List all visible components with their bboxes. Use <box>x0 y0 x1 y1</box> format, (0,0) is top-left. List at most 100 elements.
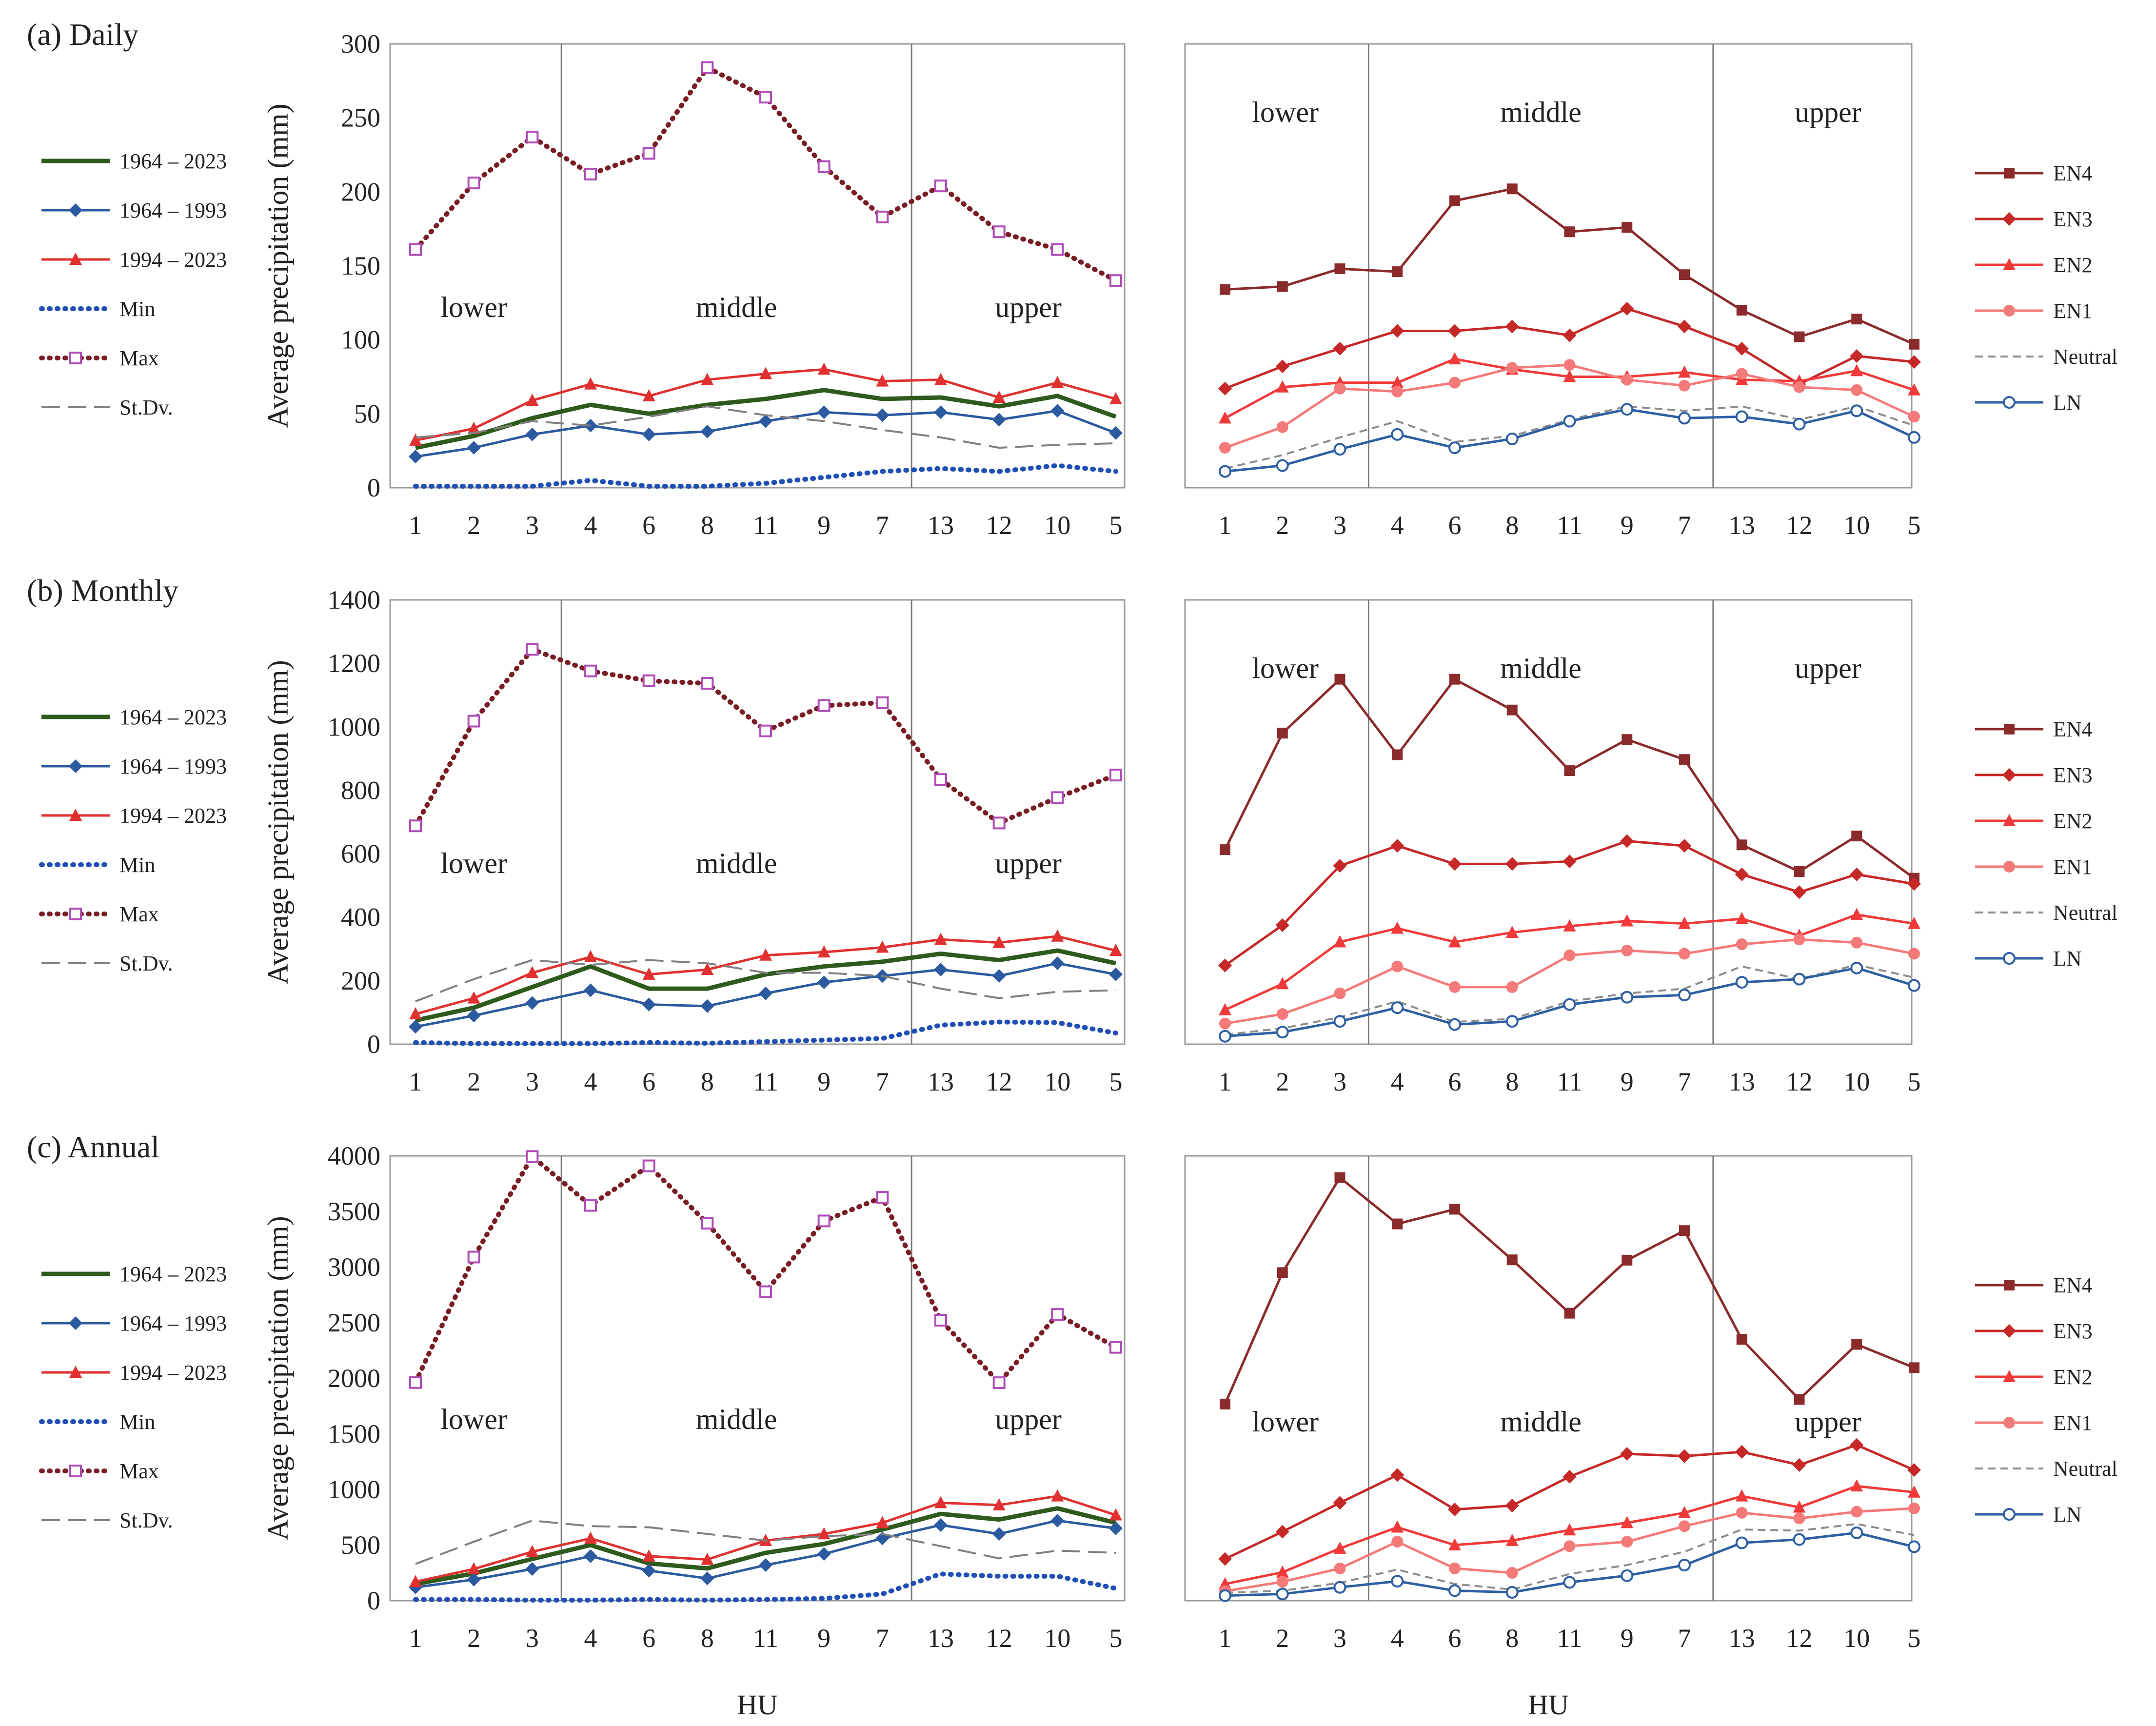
legend-label-early: 1964 – 1993 <box>119 754 227 778</box>
data-point-EN3 <box>1792 1458 1806 1472</box>
data-point-EN2 <box>1333 1541 1346 1554</box>
x-tick-label: 5 <box>1908 511 1921 540</box>
data-point-max <box>759 91 772 104</box>
data-point-EN4 <box>1794 331 1805 342</box>
data-point-EN2 <box>1908 1485 1920 1498</box>
zone-label-lower: lower <box>1252 96 1319 128</box>
legend-label-late: 1994 – 2023 <box>119 804 227 828</box>
data-point-late <box>1109 1508 1122 1521</box>
legend-right-c: EN4 EN3 EN2 EN1 Neutral LN <box>1975 1273 2117 1527</box>
data-point-LN <box>1908 1540 1920 1553</box>
data-point-EN3 <box>1907 877 1921 891</box>
legend-label-EN2: EN2 <box>2053 1365 2093 1389</box>
data-point-EN1 <box>1793 1512 1805 1525</box>
data-point-EN3 <box>1333 859 1347 873</box>
legend-marker-early <box>69 203 82 217</box>
data-point-EN1 <box>1679 379 1690 392</box>
legend-label-min: Min <box>119 297 155 321</box>
series-line-max <box>413 647 1118 829</box>
zone-label-middle: middle <box>1500 652 1582 684</box>
y-tick-label: 0 <box>367 1030 380 1059</box>
data-point-EN1 <box>1391 385 1404 397</box>
data-point-early <box>467 1009 481 1023</box>
data-point-EN3 <box>1735 341 1749 356</box>
y-tick-label: 3500 <box>328 1197 380 1226</box>
y-tick-label: 0 <box>367 473 380 502</box>
legend-label-LN: LN <box>2053 391 2082 415</box>
data-point-EN1 <box>1908 411 1920 423</box>
data-point-max <box>1109 769 1122 782</box>
data-point-late <box>1109 392 1122 404</box>
x-tick-label: 12 <box>1786 1624 1813 1653</box>
x-tick-label: 2 <box>467 1067 480 1096</box>
x-tick-label: 7 <box>1678 1067 1691 1096</box>
legend-marker-EN4 <box>2004 168 2015 179</box>
data-point-EN1 <box>1334 382 1346 395</box>
legend-label-sd: St.Dv. <box>119 396 173 419</box>
data-point-EN4 <box>1449 1204 1460 1215</box>
y-axis-titles: Average precipitation (mm) Average preci… <box>262 103 294 1540</box>
data-point-EN2 <box>1735 912 1748 924</box>
data-point-EN4 <box>1220 284 1230 295</box>
data-point-EN2 <box>1563 1523 1576 1536</box>
zone-label-lower: lower <box>1252 1406 1319 1438</box>
data-point-EN2 <box>1735 1489 1748 1502</box>
y-tick-label: 200 <box>341 966 380 995</box>
x-tick-label: 12 <box>1786 511 1813 540</box>
data-point-late <box>992 935 1006 948</box>
y-tick-label: 400 <box>341 903 380 932</box>
plot-frame-b-left <box>389 599 1126 1045</box>
data-point-max <box>817 160 831 173</box>
legend-marker-EN2 <box>2003 258 2016 270</box>
data-point-LN <box>1678 1559 1691 1572</box>
data-point-EN2 <box>1219 411 1231 424</box>
data-point-max <box>701 1216 714 1230</box>
data-point-late <box>409 1007 422 1020</box>
data-point-EN1 <box>1391 1536 1404 1548</box>
y-tick-label: 1400 <box>328 585 380 615</box>
data-point-EN2 <box>1850 908 1863 920</box>
data-point-late <box>876 374 889 387</box>
data-point-early <box>992 969 1006 983</box>
data-point-LN <box>1621 1569 1634 1582</box>
data-point-EN4 <box>1679 269 1690 280</box>
x-tick-label: 8 <box>1505 511 1519 540</box>
data-point-EN2 <box>1276 1565 1289 1578</box>
zone-label-lower: lower <box>440 291 507 323</box>
data-point-EN2 <box>1276 977 1289 990</box>
legend-marker-max <box>69 908 82 920</box>
x-tick-label: 9 <box>1621 511 1634 540</box>
x-axis-titles: HU HU <box>737 1689 1569 1721</box>
y-tick-label: 200 <box>341 177 380 206</box>
data-point-late <box>467 991 480 1004</box>
data-point-max <box>642 674 655 687</box>
series-line-min <box>413 1571 1118 1603</box>
data-point-LN <box>1333 443 1346 456</box>
data-point-late <box>409 433 422 446</box>
data-point-EN1 <box>1334 987 1346 999</box>
legend-marker-max <box>69 352 82 364</box>
data-point-EN4 <box>1392 749 1403 760</box>
data-point-EN1 <box>1334 1562 1346 1574</box>
data-point-EN2 <box>1678 916 1691 929</box>
y-tick-label: 150 <box>341 251 380 280</box>
data-point-early <box>584 418 597 433</box>
y-axis-title-a: Average precipitation (mm) <box>262 103 294 428</box>
legend-label-sd: St.Dv. <box>119 1508 173 1532</box>
panel-titles: (a) Daily (b) Monthly (c) Annual <box>27 17 178 1164</box>
x-tick-label: 11 <box>753 511 778 540</box>
data-point-max <box>1109 1341 1122 1354</box>
data-point-max <box>409 1376 422 1389</box>
legend-label-early: 1964 – 1993 <box>119 1311 227 1335</box>
data-point-EN4 <box>1622 222 1633 233</box>
data-point-late <box>642 389 655 401</box>
data-point-late <box>467 1562 480 1575</box>
data-point-EN3 <box>1448 857 1462 871</box>
legend-label-min: Min <box>119 1410 155 1434</box>
y-tick-label: 800 <box>341 775 380 805</box>
x-tick-label: 11 <box>1557 1624 1582 1653</box>
legend-label-EN3: EN3 <box>2053 763 2093 787</box>
data-point-late <box>701 373 714 385</box>
data-point-EN4 <box>1622 734 1633 745</box>
x-tick-label: 6 <box>1448 511 1462 540</box>
